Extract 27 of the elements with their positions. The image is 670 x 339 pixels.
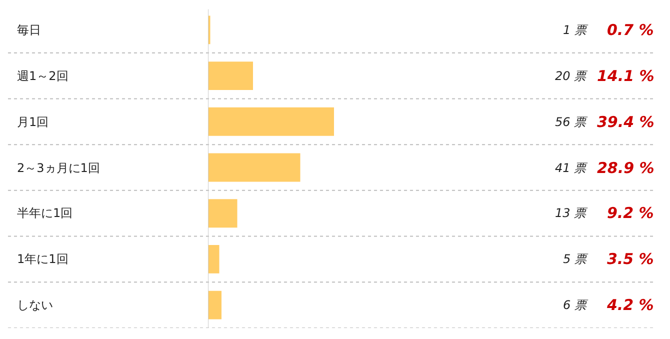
bar bbox=[208, 290, 222, 320]
data-label: 6 票 bbox=[563, 298, 588, 312]
bar bbox=[208, 245, 220, 274]
text: 3.5 % bbox=[607, 250, 654, 268]
y-tick-label: 毎日 bbox=[17, 23, 41, 37]
text: 28.9 % bbox=[597, 159, 654, 177]
data-label: 1 票 bbox=[563, 23, 588, 37]
y-tick-label: 半年に1回 bbox=[17, 206, 73, 220]
data-label: 5 票 bbox=[563, 252, 588, 266]
bar bbox=[208, 199, 238, 228]
text: 14.1 % bbox=[597, 67, 654, 85]
data-label: 13 票 bbox=[555, 206, 588, 220]
y-tick-label: 1年に1回 bbox=[17, 252, 68, 266]
text: 0.7 % bbox=[607, 21, 654, 39]
y-tick-label: 月1回 bbox=[17, 115, 49, 129]
text: 39.4 % bbox=[597, 113, 654, 131]
data-label: 20 票 bbox=[555, 69, 588, 83]
bar bbox=[208, 107, 334, 136]
data-label: 41 票 bbox=[555, 161, 588, 175]
bar bbox=[208, 62, 253, 90]
data-label: 56 票 bbox=[555, 115, 588, 129]
y-tick-label: 2～3ヵ月に1回 bbox=[17, 161, 100, 175]
text: 9.2 % bbox=[607, 204, 654, 222]
text: 4.2 % bbox=[606, 296, 654, 314]
bar bbox=[208, 153, 300, 182]
y-tick-label: 週1～2回 bbox=[17, 69, 68, 83]
y-tick-label: しない bbox=[17, 298, 53, 312]
